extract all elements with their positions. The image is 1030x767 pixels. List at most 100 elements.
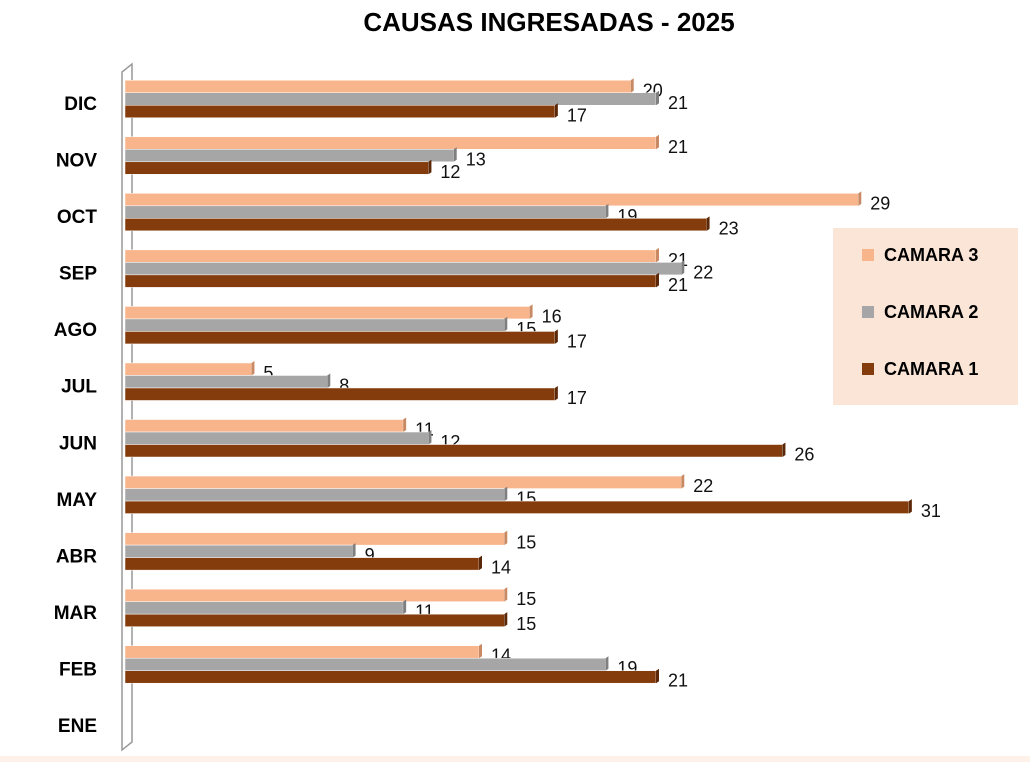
y-tick-label: NOV xyxy=(56,151,98,172)
bar xyxy=(124,331,556,345)
y-tick-label: SEP xyxy=(59,264,97,285)
value-label: 22 xyxy=(693,262,713,282)
bar-end xyxy=(656,90,659,106)
bar xyxy=(124,444,783,458)
value-label: 26 xyxy=(794,445,814,465)
y-tick-label: ABR xyxy=(56,546,97,567)
bar xyxy=(124,218,707,232)
bar-end xyxy=(630,78,634,93)
value-label: 21 xyxy=(668,671,688,691)
bar xyxy=(124,205,606,219)
bar-end xyxy=(554,329,558,344)
value-label: 15 xyxy=(516,614,536,634)
bar-end xyxy=(529,304,533,319)
value-label: 21 xyxy=(668,93,688,113)
bar-end xyxy=(504,530,508,546)
bar xyxy=(124,149,454,163)
value-label: 14 xyxy=(491,558,511,578)
bar xyxy=(124,544,353,558)
value-label: 15 xyxy=(516,533,536,553)
bar-end xyxy=(554,385,558,401)
bar xyxy=(124,375,328,389)
bar-end xyxy=(504,486,508,502)
bar-end xyxy=(504,612,508,627)
value-label: 29 xyxy=(870,193,890,213)
y-tick-label: MAR xyxy=(54,603,98,624)
y-tick-label: FEB xyxy=(59,659,97,680)
bar xyxy=(124,105,556,118)
bar xyxy=(124,557,480,571)
bar-end xyxy=(681,474,685,489)
bar xyxy=(124,645,480,659)
value-label: 12 xyxy=(440,162,460,182)
legend-label: CAMARA 2 xyxy=(884,302,978,322)
value-label: 13 xyxy=(466,149,486,169)
y-tick-label: AGO xyxy=(54,320,97,341)
bar-end xyxy=(656,134,659,150)
bar-end xyxy=(706,216,710,231)
legend-swatch xyxy=(862,249,874,261)
y-tick-label: JUL xyxy=(61,377,97,398)
bar xyxy=(124,318,505,332)
value-label: 23 xyxy=(719,218,739,238)
bar xyxy=(124,532,505,546)
value-label: 17 xyxy=(567,105,587,125)
bar xyxy=(124,306,530,320)
bar xyxy=(124,274,657,288)
bar-end xyxy=(504,316,508,332)
bar-end xyxy=(908,499,912,514)
bar-end xyxy=(479,643,482,659)
bar-end xyxy=(656,272,659,288)
bar-end xyxy=(858,191,862,206)
bar xyxy=(124,488,505,502)
y-tick-label: MAY xyxy=(57,490,98,511)
bar xyxy=(124,431,429,445)
value-label: 22 xyxy=(693,476,713,496)
bar xyxy=(124,92,657,106)
bar xyxy=(124,387,556,401)
bar xyxy=(124,500,910,514)
value-label: 15 xyxy=(516,589,536,609)
bar-end xyxy=(605,656,609,671)
bar xyxy=(124,601,404,615)
bar xyxy=(124,249,657,263)
bar xyxy=(124,670,657,684)
bar-end xyxy=(403,599,407,615)
bar-end xyxy=(403,417,407,433)
bar xyxy=(124,419,404,433)
value-label: 21 xyxy=(668,137,688,157)
legend-swatch xyxy=(862,363,874,375)
y-tick-label: DIC xyxy=(64,94,97,115)
bar xyxy=(124,657,606,671)
value-label: 16 xyxy=(542,306,562,326)
bar xyxy=(124,613,505,627)
bar xyxy=(124,193,859,207)
y-tick-label: OCT xyxy=(57,207,98,228)
bar xyxy=(124,80,631,93)
y-tick-label: ENE xyxy=(58,716,97,737)
bar-end xyxy=(327,373,331,388)
value-label: 17 xyxy=(567,388,587,408)
y-tick-label: JUN xyxy=(59,433,97,454)
bar-end xyxy=(681,260,685,275)
value-label: 9 xyxy=(365,545,375,565)
bar-end xyxy=(453,147,457,162)
bar-end xyxy=(554,103,558,118)
bar xyxy=(124,262,682,276)
bar xyxy=(124,161,429,175)
value-label: 31 xyxy=(921,501,941,521)
bar-end xyxy=(479,555,482,571)
bar-end xyxy=(428,430,432,445)
bottom-strip xyxy=(0,756,1030,762)
chart-title: CAUSAS INGRESADAS - 2025 xyxy=(363,7,734,37)
bar-end xyxy=(428,159,432,175)
legend-label: CAMARA 3 xyxy=(884,245,978,265)
axis-wall xyxy=(121,62,133,752)
bar xyxy=(124,588,505,602)
value-label: 21 xyxy=(668,275,688,295)
bar-end xyxy=(504,587,508,602)
value-label: 8 xyxy=(339,375,349,395)
bar-end xyxy=(656,668,659,684)
